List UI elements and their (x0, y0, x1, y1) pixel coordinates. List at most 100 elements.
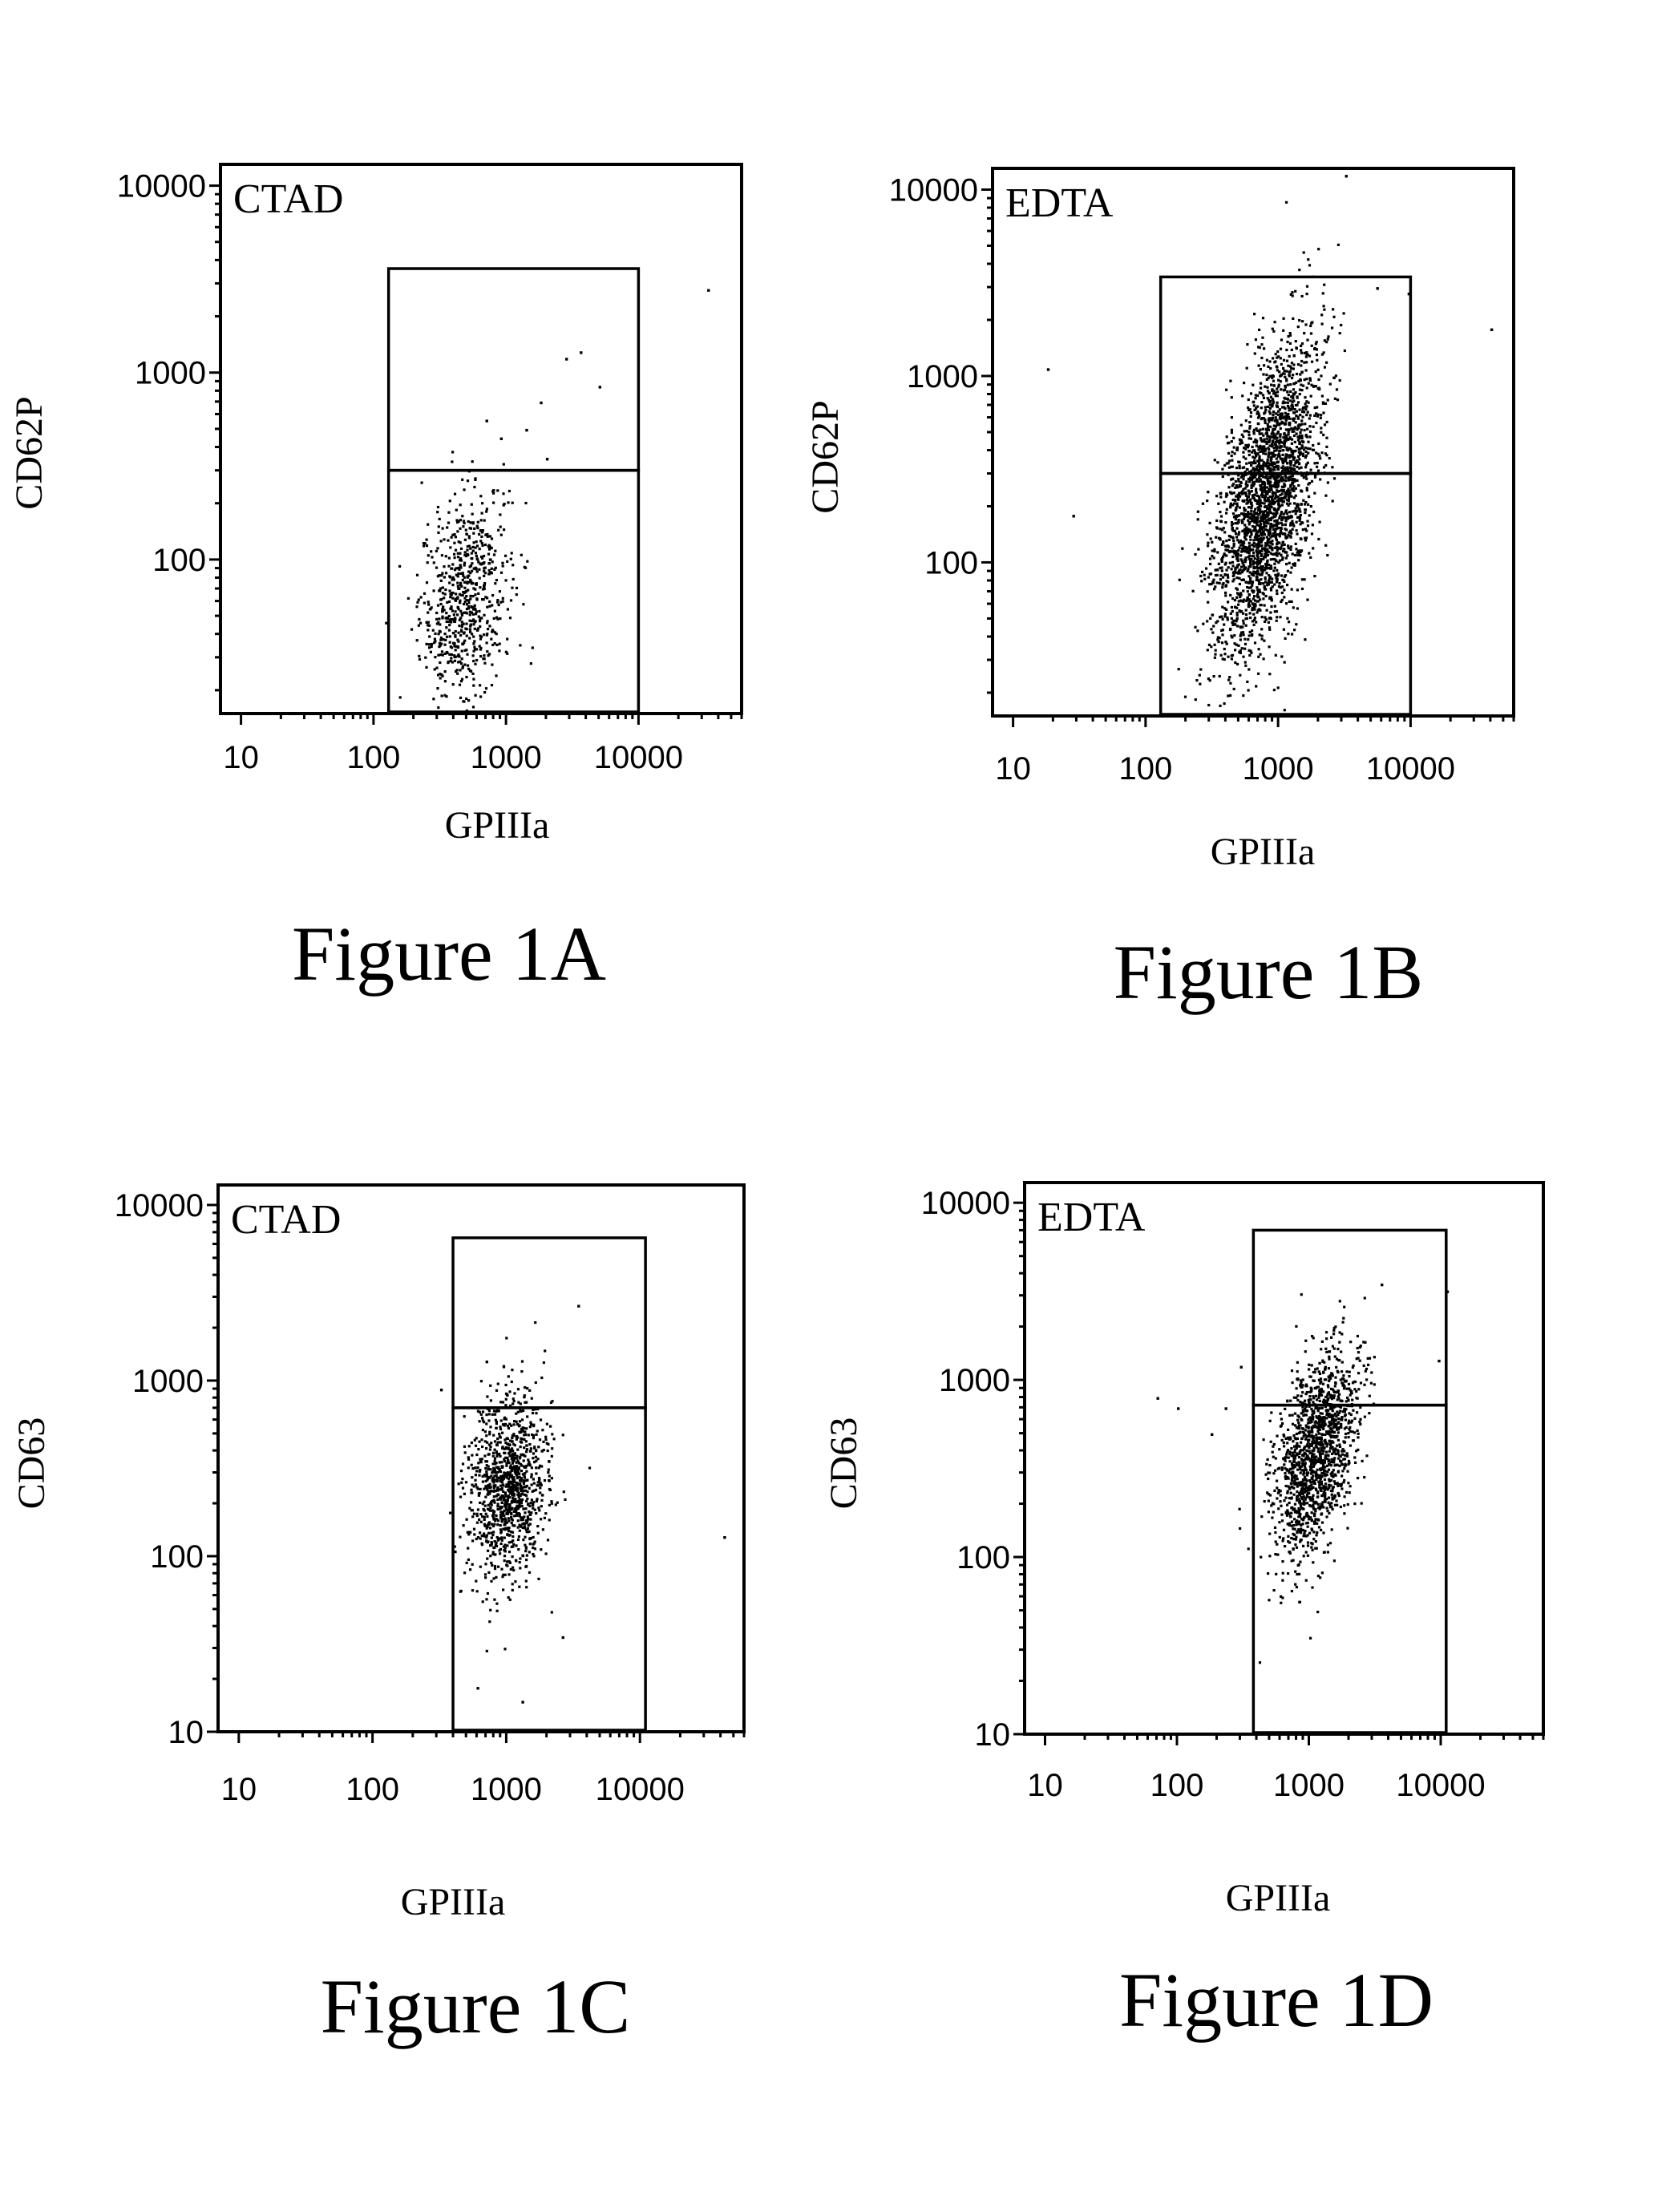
scatter-point (1279, 374, 1282, 378)
scatter-point (471, 1515, 475, 1518)
scatter-point (1250, 501, 1253, 504)
scatter-point (1242, 512, 1245, 516)
scatter-point (520, 1501, 523, 1504)
scatter-point (1273, 1489, 1276, 1492)
scatter-point (1300, 1529, 1304, 1532)
scatter-point (451, 632, 455, 635)
scatter-point (483, 1487, 486, 1490)
scatter-point (1343, 349, 1346, 353)
scatter-point (417, 598, 420, 601)
scatter-point (1072, 515, 1075, 518)
scatter-point (467, 544, 471, 548)
scatter-point (1282, 317, 1285, 320)
scatter-point (1264, 568, 1267, 572)
scatter-point (493, 1440, 497, 1443)
scatter-point (1285, 602, 1288, 605)
scatter-point (512, 1543, 516, 1546)
scatter-point (471, 1483, 474, 1486)
scatter-point (1354, 1461, 1357, 1464)
scatter-point (1230, 465, 1233, 468)
scatter-point (490, 637, 493, 641)
scatter-point (1284, 428, 1288, 431)
scatter-point (502, 1498, 505, 1502)
scatter-point (1244, 419, 1247, 423)
scatter-point (1299, 472, 1302, 475)
scatter-point (1268, 444, 1272, 447)
scatter-point (448, 624, 451, 627)
scatter-point (1305, 487, 1308, 490)
scatter-point (1270, 599, 1273, 602)
scatter-point (1223, 573, 1227, 576)
scatter-point (1262, 468, 1265, 471)
scatter-point (506, 1424, 509, 1427)
scatter-point (489, 558, 492, 561)
scatter-point (1340, 323, 1343, 327)
scatter-point (1264, 616, 1267, 619)
scatter-point (1300, 419, 1304, 423)
scatter-point (1260, 467, 1263, 471)
scatter-point (502, 463, 505, 466)
scatter-point (1276, 467, 1280, 471)
scatter-point (1269, 558, 1272, 561)
scatter-point (1242, 475, 1245, 478)
scatter-point (1231, 498, 1235, 502)
scatter-point (1248, 480, 1252, 483)
scatter-point (1300, 342, 1304, 346)
scatter-point (475, 658, 479, 662)
scatter-point (1281, 453, 1284, 456)
scatter-point (459, 669, 462, 672)
scatter-point (1288, 447, 1292, 450)
scatter-point (481, 1445, 484, 1449)
scatter-point (1276, 554, 1279, 557)
scatter-point (1257, 648, 1260, 651)
scatter-point (516, 1388, 520, 1391)
scatter-point (520, 553, 523, 556)
scatter-point (1294, 421, 1297, 424)
scatter-point (512, 1477, 515, 1480)
scatter-point (499, 617, 502, 621)
scatter-point (526, 1515, 529, 1518)
scatter-point (1273, 605, 1276, 608)
scatter-point (1325, 436, 1328, 439)
scatter-point (495, 1514, 498, 1517)
scatter-point (479, 586, 482, 589)
scatter-point (502, 1474, 505, 1478)
scatter-point (1293, 553, 1296, 557)
scatter-point (486, 596, 489, 600)
scatter-point (1283, 482, 1286, 485)
scatter-point (1264, 576, 1267, 580)
scatter-point (1306, 520, 1309, 523)
scatter-point (520, 1464, 524, 1467)
scatter-point (476, 1487, 479, 1490)
scatter-point (456, 672, 459, 675)
scatter-point (454, 548, 458, 552)
scatter-point (1254, 508, 1257, 511)
scatter-point (517, 1506, 520, 1510)
scatter-point (1278, 475, 1281, 478)
scatter-point (520, 1485, 523, 1488)
scatter-point (1280, 521, 1283, 524)
scatter-point (1268, 531, 1272, 534)
scatter-point (526, 1518, 529, 1522)
scatter-point (1207, 544, 1210, 548)
scatter-point (1266, 553, 1270, 556)
scatter-point (1255, 538, 1258, 541)
scatter-point (1315, 1440, 1318, 1443)
scatter-point (1206, 649, 1209, 652)
scatter-point (508, 1443, 512, 1446)
scatter-point (441, 527, 444, 530)
scatter-point (1261, 464, 1264, 468)
scatter-point (1308, 552, 1311, 555)
scatter-point (1274, 485, 1277, 488)
scatter-point (1304, 528, 1307, 531)
scatter-point (488, 1492, 491, 1495)
scatter-point (1291, 520, 1294, 523)
scatter-point (1046, 368, 1050, 371)
scatter-point (523, 1394, 526, 1397)
scatter-point (463, 576, 466, 579)
scatter-point (1261, 495, 1264, 499)
scatter-point (1284, 524, 1287, 527)
scatter-point (1211, 549, 1214, 552)
scatter-point (556, 1501, 559, 1504)
scatter-point (1317, 248, 1320, 251)
